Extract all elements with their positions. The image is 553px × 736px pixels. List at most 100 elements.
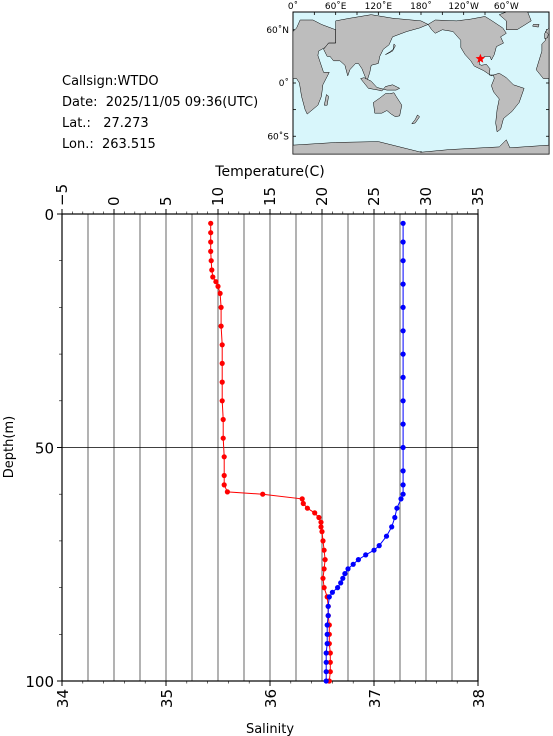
salinity-profile-line (325, 223, 404, 681)
temperature-tick-label: 20 (313, 187, 331, 206)
salinity-profile-point (400, 281, 406, 287)
series-layer (208, 220, 406, 684)
salinity-profile-point (400, 482, 406, 488)
salinity-profile-point (345, 566, 351, 572)
temperature-axis: −5 0 5 10 15 20 25 30 35 (53, 184, 487, 214)
temperature-profile-point (213, 279, 219, 285)
temperature-profile-point (319, 529, 325, 535)
salinity-profile-point (342, 571, 348, 577)
depth-tick-label: 0 (44, 206, 54, 224)
salinity-profile-point (400, 258, 406, 264)
salinity-profile-point (324, 641, 330, 647)
temperature-profile-point (221, 482, 227, 488)
salinity-profile-point (400, 328, 406, 334)
temperature-profile-point (221, 454, 227, 460)
continent-australia (373, 92, 403, 117)
temperature-profile-point (219, 398, 225, 404)
temperature-axis-title: Temperature(C) (214, 164, 324, 180)
temperature-profile-point (221, 472, 227, 479)
temperature-profile-point (299, 496, 305, 502)
salinity-profile-point (350, 561, 356, 567)
temperature-profile-point (219, 360, 225, 366)
temperature-profile-point (217, 290, 223, 296)
temperature-tick-label: 10 (209, 187, 227, 206)
temperature-tick-label: 15 (261, 187, 279, 206)
salinity-profile-point (324, 631, 330, 637)
temperature-profile-point (312, 510, 318, 516)
temperature-profile-point (321, 566, 327, 572)
salinity-profile-point (400, 468, 406, 474)
temperature-profile-point (218, 323, 224, 329)
salinity-profile-point (400, 304, 406, 310)
salinity-profile-point (323, 659, 329, 665)
temperature-profile-point (220, 416, 226, 423)
salinity-profile-point (329, 589, 335, 595)
temperature-profile-point (260, 491, 266, 497)
salinity-profile-point (325, 603, 331, 609)
temperature-profile-point (208, 248, 214, 254)
temperature-profile-point (327, 650, 333, 656)
island-new-zealand (411, 114, 420, 125)
map-lat-label: 0˚ (279, 78, 289, 89)
island-madagascar (323, 94, 329, 106)
island-japan (385, 43, 396, 55)
continent-greenland (498, 11, 532, 30)
salinity-profile-point (324, 622, 330, 628)
temperature-profile-point (210, 274, 216, 280)
temperature-tick-label: −5 (53, 184, 71, 206)
temperature-profile-point (219, 379, 225, 385)
star-icon (475, 53, 486, 63)
salinity-profile-point (400, 444, 406, 451)
continent-africa-europe-wrap (535, 19, 550, 115)
island-iceland (532, 24, 540, 28)
temperature-profile-point (300, 500, 306, 507)
salinity-axis-title: Salinity (246, 722, 294, 736)
salinity-profile-point (335, 585, 341, 591)
temperature-profile-point (224, 489, 230, 495)
continent-south-america (491, 72, 525, 133)
salinity-profile-point (323, 678, 329, 684)
temperature-profile-point (219, 342, 225, 348)
continent-africa-europe (292, 19, 336, 115)
salinity-profile-point (394, 505, 400, 511)
map-lat-label: 60˚N (266, 25, 289, 36)
depth-axis: 0 50 100 (25, 206, 62, 691)
temperature-profile-point (208, 258, 214, 264)
salinity-profile-point (400, 421, 406, 427)
temperature-tick-label: 0 (105, 196, 123, 206)
map-lon-label: 60˚W (494, 1, 519, 12)
map-lon-label: 120˚E (365, 1, 393, 12)
salinity-profile-point (400, 374, 406, 380)
temperature-profile-point (209, 267, 215, 273)
temperature-profile-point (320, 575, 326, 581)
salinity-profile-point (400, 239, 406, 245)
temperature-profile-point (322, 557, 328, 563)
continent-antarctica (292, 139, 550, 155)
salinity-profile-point (392, 514, 398, 521)
salinity-profile-point (338, 580, 344, 586)
temperature-profile-point (208, 230, 214, 236)
map-lon-label: 0˚ (288, 1, 298, 12)
temperature-tick-label: 5 (157, 196, 175, 206)
temperature-profile-point (318, 519, 324, 525)
temperature-profile-point (208, 239, 214, 245)
temperature-profile-line (210, 223, 331, 682)
temperature-profile-point (321, 547, 327, 553)
salinity-tick-label: 34 (54, 689, 72, 708)
salinity-tick-label: 37 (366, 689, 384, 708)
temperature-profile-point (327, 659, 333, 665)
continent-north-america (427, 16, 507, 77)
continent-asia (323, 14, 429, 82)
salinity-profile-point (376, 543, 382, 549)
salinity-profile-point (400, 491, 406, 497)
island-uk (544, 31, 549, 39)
map-lon-label: 180˚ (410, 1, 432, 12)
callsign-label: Callsign:WTDO (62, 74, 159, 89)
salinity-profile-point (355, 557, 361, 563)
temperature-tick-label: 25 (365, 187, 383, 206)
salinity-profile-point (371, 547, 377, 553)
map-labels: 0˚ 60˚E 120˚E 180˚ 120˚W 60˚W 60˚N 0˚ 60˚S (266, 1, 519, 142)
date-label: Date: 2025/11/05 09:36(UTC) (62, 95, 259, 110)
salinity-profile-point (400, 398, 406, 404)
